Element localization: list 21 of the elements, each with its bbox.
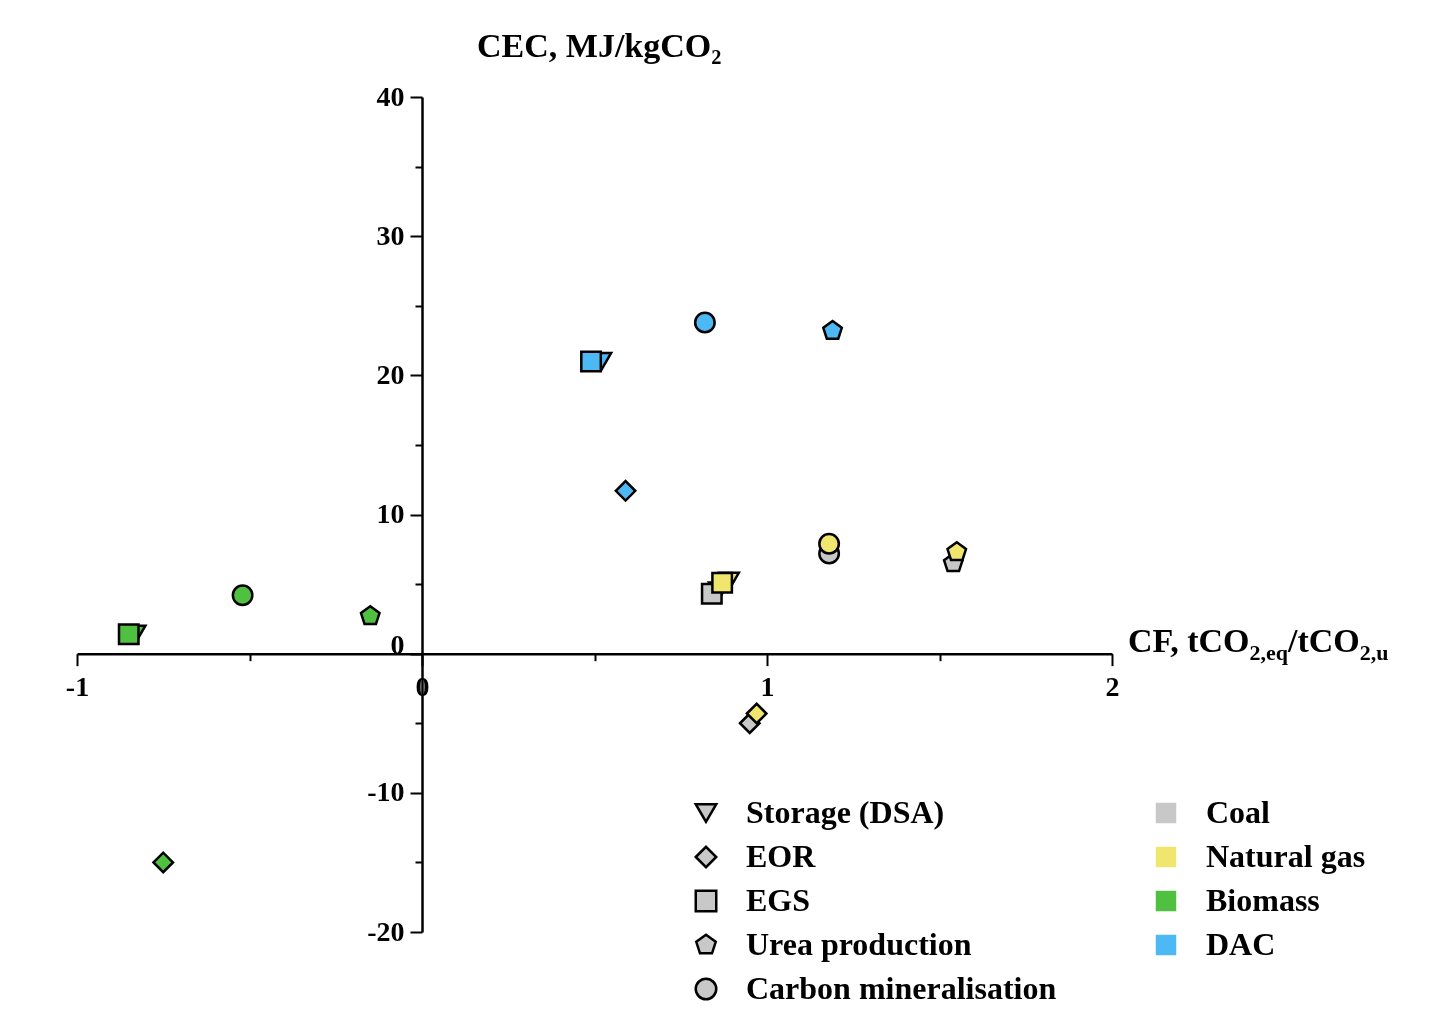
legend-label: Coal bbox=[1206, 794, 1271, 830]
y-tick-label: 30 bbox=[376, 219, 405, 251]
y-tick-label: 20 bbox=[376, 358, 405, 390]
legend-label: Urea production bbox=[746, 926, 972, 962]
legend-label: Biomass bbox=[1206, 882, 1320, 918]
x-tick-label: 1 bbox=[760, 671, 775, 703]
y-tick-label: 0 bbox=[390, 629, 405, 661]
x-tick-label: -1 bbox=[65, 671, 90, 703]
x-axis-title: CF, tCO$_{2,eq}$/tCO$_{2,u}$ bbox=[1128, 621, 1389, 666]
legend-label: Storage (DSA) bbox=[746, 794, 945, 830]
legend-label: EOR bbox=[746, 838, 817, 874]
y-tick-label: 10 bbox=[376, 498, 405, 529]
y-tick-label: -20 bbox=[367, 915, 405, 947]
y-tick-label: -10 bbox=[367, 776, 405, 808]
legend-label: DAC bbox=[1206, 926, 1276, 962]
y-tick-label: 40 bbox=[376, 80, 405, 112]
x-tick-label: 2 bbox=[1105, 671, 1120, 703]
legend-label: EGS bbox=[746, 882, 811, 918]
y-axis-title: CEC, MJ/kgCO₂ bbox=[477, 27, 722, 65]
legend-label: Natural gas bbox=[1206, 838, 1366, 874]
legend-label: Carbon mineralisation bbox=[746, 970, 1057, 1006]
